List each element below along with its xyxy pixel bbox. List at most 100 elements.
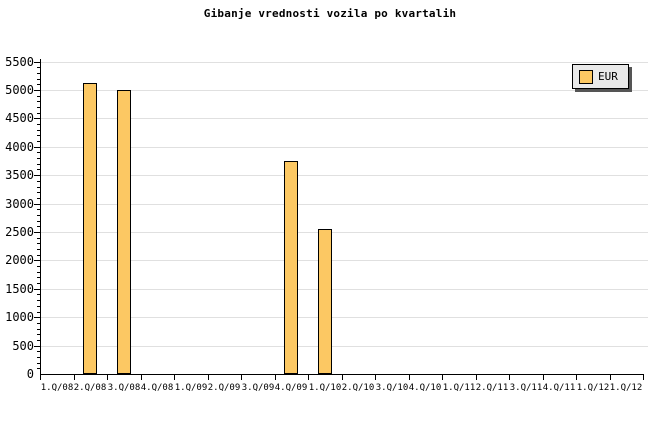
x-axis-tick	[509, 375, 510, 380]
x-axis-label: 3.Q/09	[241, 383, 275, 393]
y-axis-minor-tick	[37, 340, 40, 341]
x-axis-label: 1.Q/10	[308, 383, 342, 393]
x-axis-tick	[576, 375, 577, 380]
x-axis-label: 3.Q/11	[509, 383, 543, 393]
y-axis-minor-tick	[37, 312, 40, 313]
y-axis-minor-tick	[37, 181, 40, 182]
x-axis-label: 1.Q/11	[442, 383, 476, 393]
bar	[117, 90, 131, 374]
y-axis-minor-tick	[37, 79, 40, 80]
x-axis-label: 2.Q/10	[341, 383, 375, 393]
y-axis-minor-tick	[37, 187, 40, 188]
y-axis-minor-tick	[37, 323, 40, 324]
x-axis-tick	[141, 375, 142, 380]
y-axis-major-tick	[34, 118, 40, 119]
y-axis-minor-tick	[37, 169, 40, 170]
y-axis-line	[40, 59, 41, 375]
y-axis-minor-tick	[37, 300, 40, 301]
y-axis-minor-tick	[37, 272, 40, 273]
gridline	[41, 175, 648, 176]
x-axis-tick	[74, 375, 75, 380]
y-axis-minor-tick	[37, 306, 40, 307]
y-axis-minor-tick	[37, 84, 40, 85]
y-axis-minor-tick	[37, 255, 40, 256]
gridline	[41, 346, 648, 347]
y-axis-label: 3000	[5, 197, 34, 211]
y-axis-minor-tick	[37, 158, 40, 159]
x-axis-label: 2.Q/11	[475, 383, 509, 393]
gridline	[41, 90, 648, 91]
y-axis-label: 5500	[5, 55, 34, 69]
x-axis-label: 1.Q/08	[40, 383, 74, 393]
y-axis-label: 500	[12, 339, 34, 353]
y-axis-minor-tick	[37, 192, 40, 193]
y-axis-minor-tick	[37, 334, 40, 335]
y-axis-minor-tick	[37, 266, 40, 267]
x-axis-tick	[275, 375, 276, 380]
gridline	[41, 118, 648, 119]
y-axis-minor-tick	[37, 215, 40, 216]
x-axis-tick	[308, 375, 309, 380]
legend-swatch-eur-icon	[579, 70, 593, 84]
x-axis-tick	[342, 375, 343, 380]
y-axis-major-tick	[34, 90, 40, 91]
y-axis-minor-tick	[37, 249, 40, 250]
y-axis-major-tick	[34, 346, 40, 347]
gridline	[41, 62, 648, 63]
y-axis-major-tick	[34, 317, 40, 318]
y-axis-minor-tick	[37, 124, 40, 125]
gridline	[41, 204, 648, 205]
x-axis-tick	[643, 375, 644, 380]
y-axis-major-tick	[34, 175, 40, 176]
x-axis-label: 1.Q/12	[576, 383, 610, 393]
x-axis-label: 4.Q/08	[140, 383, 174, 393]
x-axis-tick	[375, 375, 376, 380]
gridline	[41, 260, 648, 261]
x-axis-line	[40, 374, 644, 375]
y-axis-major-tick	[34, 260, 40, 261]
y-axis-minor-tick	[37, 101, 40, 102]
y-axis-label: 4500	[5, 111, 34, 125]
y-axis-minor-tick	[37, 107, 40, 108]
y-axis-minor-tick	[37, 238, 40, 239]
y-axis-minor-tick	[37, 73, 40, 74]
y-axis-minor-tick	[37, 209, 40, 210]
x-axis-tick	[107, 375, 108, 380]
y-axis-minor-tick	[37, 329, 40, 330]
y-axis-minor-tick	[37, 226, 40, 227]
y-axis-minor-tick	[37, 277, 40, 278]
y-axis-minor-tick	[37, 351, 40, 352]
y-axis-minor-tick	[37, 198, 40, 199]
y-axis-minor-tick	[37, 152, 40, 153]
y-axis-major-tick	[34, 204, 40, 205]
y-axis-major-tick	[34, 232, 40, 233]
y-axis-major-tick	[34, 289, 40, 290]
x-axis-tick	[442, 375, 443, 380]
y-axis-label: 3500	[5, 168, 34, 182]
y-axis-minor-tick	[37, 113, 40, 114]
x-axis-tick	[241, 375, 242, 380]
y-axis-minor-tick	[37, 363, 40, 364]
y-axis-minor-tick	[37, 96, 40, 97]
gridline	[41, 147, 648, 148]
gridline	[41, 289, 648, 290]
x-axis-label: 1.Q/09	[174, 383, 208, 393]
x-axis-tick	[543, 375, 544, 380]
x-axis-label: 4.Q/09	[274, 383, 308, 393]
y-axis-minor-tick	[37, 67, 40, 68]
gridline	[41, 232, 648, 233]
x-axis-tick	[174, 375, 175, 380]
y-axis-minor-tick	[37, 368, 40, 369]
x-axis-label: 3.Q/08	[107, 383, 141, 393]
y-axis-minor-tick	[37, 243, 40, 244]
bar	[284, 161, 298, 374]
gridline	[41, 317, 648, 318]
x-axis-tick	[208, 375, 209, 380]
legend-label: EUR	[598, 70, 618, 83]
x-axis-tick	[40, 375, 41, 380]
chart-title: Gibanje vrednosti vozila po kvartalih	[203, 7, 457, 20]
x-axis-label: 2.Q/08	[73, 383, 107, 393]
y-axis-label: 0	[26, 367, 34, 381]
x-axis-label: 4.Q/11	[542, 383, 576, 393]
y-axis-minor-tick	[37, 221, 40, 222]
